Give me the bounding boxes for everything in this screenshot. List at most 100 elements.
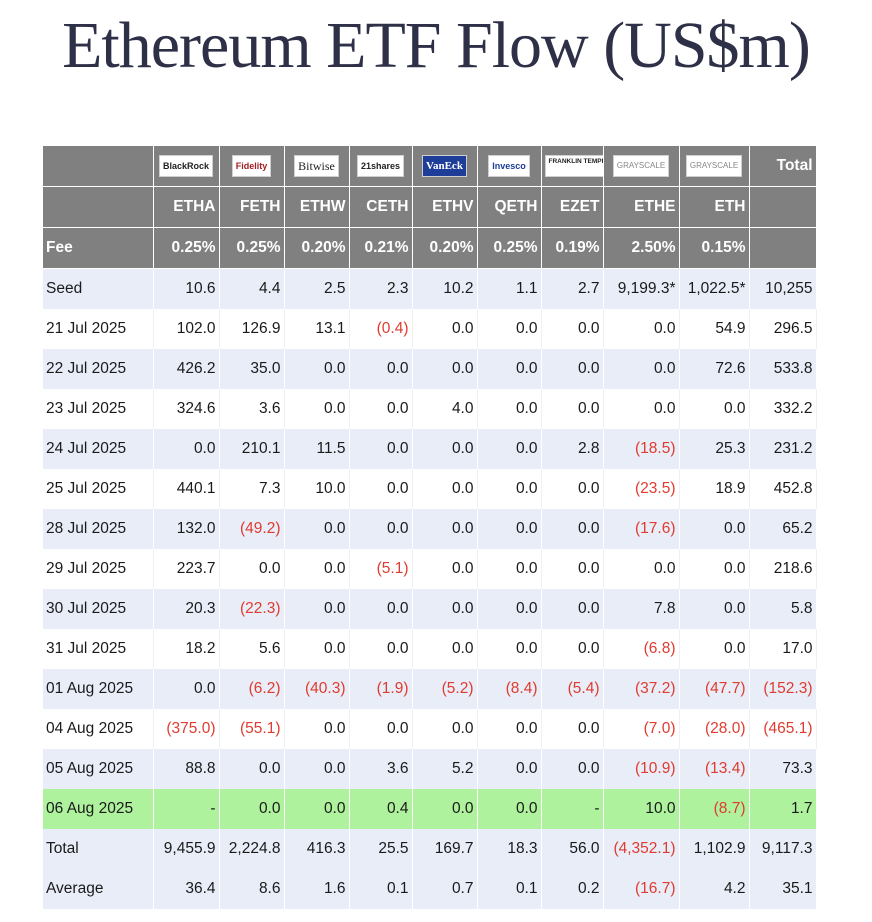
ticker-header: ETHV bbox=[412, 186, 478, 228]
flow-value-cell: 0.0 bbox=[477, 589, 542, 629]
flow-value-cell: 0.0 bbox=[219, 789, 285, 829]
flow-value-cell: 18.3 bbox=[477, 829, 542, 869]
issuer-logo-cell: GRAYSCALE bbox=[679, 146, 750, 187]
etf-flow-table: BlackRock Fidelity Bitwise 21shares VanEck In… bbox=[43, 146, 817, 909]
flow-value-cell: 0.0 bbox=[603, 389, 680, 429]
flow-value-cell: 126.9 bbox=[219, 309, 285, 349]
table-row: 06 Aug 2025-0.0 0.0 0.4 0.0 0.0-10.0 (8.7) 1.7 bbox=[43, 789, 817, 829]
empty-header-cell bbox=[749, 186, 817, 228]
issuer-logo-cell: FRANKLIN TEMPLETON bbox=[541, 146, 604, 187]
flow-value-cell: 0.0 bbox=[477, 629, 542, 669]
flow-value-cell: 0.1 bbox=[477, 869, 542, 909]
flow-value-cell: (465.1) bbox=[749, 709, 817, 749]
flow-value-cell: 2.7 bbox=[541, 268, 604, 309]
flow-value-cell: 9,117.3 bbox=[749, 829, 817, 869]
vaneck-logo: VanEck bbox=[422, 155, 467, 177]
row-label: 01 Aug 2025 bbox=[43, 669, 154, 709]
flow-value-cell: 0.0 bbox=[679, 589, 750, 629]
flow-value-cell: (5.4) bbox=[541, 669, 604, 709]
flow-value-cell: 0.0 bbox=[679, 629, 750, 669]
flow-value-cell: 10,255 bbox=[749, 268, 817, 309]
flow-value-cell: 0.0 bbox=[541, 309, 604, 349]
total-column-header: Total bbox=[749, 146, 817, 187]
flow-value-cell: 1,102.9 bbox=[679, 829, 750, 869]
table-row: 28 Jul 2025 132.0 (49.2) 0.0 0.0 0.0 0.0 0.0 (17… bbox=[43, 509, 817, 549]
flow-value-cell: 25.3 bbox=[679, 429, 750, 469]
flow-value-cell: 0.0 bbox=[541, 749, 604, 789]
flow-value-cell: 25.5 bbox=[349, 829, 413, 869]
flow-value-cell: 210.1 bbox=[219, 429, 285, 469]
flow-value-cell: 0.0 bbox=[349, 469, 413, 509]
flow-value-cell: 0.0 bbox=[541, 549, 604, 589]
flow-value-cell: 452.8 bbox=[749, 469, 817, 509]
flow-value-cell: 0.0 bbox=[284, 749, 350, 789]
grayscale-logo: GRAYSCALE bbox=[612, 155, 670, 177]
flow-value-cell: 0.0 bbox=[603, 549, 680, 589]
flow-value-cell: 4.4 bbox=[219, 268, 285, 309]
flow-value-cell: 18.9 bbox=[679, 469, 750, 509]
blackrock-logo: BlackRock bbox=[158, 155, 214, 177]
table-row: 04 Aug 2025 (375.0) (55.1) 0.0 0.0 0.0 0.0 0.0(… bbox=[43, 709, 817, 749]
flow-value-cell: 0.0 bbox=[284, 509, 350, 549]
flow-value-cell: 0.0 bbox=[412, 309, 478, 349]
flow-value-cell: 0.0 bbox=[477, 789, 542, 829]
flow-value-cell: (5.2) bbox=[412, 669, 478, 709]
flow-value-cell: 0.0 bbox=[477, 469, 542, 509]
flow-value-cell: 88.8 bbox=[153, 749, 220, 789]
flow-value-cell: 0.0 bbox=[349, 709, 413, 749]
flow-value-cell: (8.7) bbox=[679, 789, 750, 829]
flow-value-cell: 0.0 bbox=[679, 549, 750, 589]
flow-value-cell: 0.0 bbox=[284, 389, 350, 429]
flow-value-cell: 17.0 bbox=[749, 629, 817, 669]
flow-value-cell: (47.7) bbox=[679, 669, 750, 709]
row-label: 06 Aug 2025 bbox=[43, 789, 154, 829]
flow-value-cell: 0.0 bbox=[603, 309, 680, 349]
flow-value-cell: (10.9) bbox=[603, 749, 680, 789]
flow-value-cell: 4.0 bbox=[412, 389, 478, 429]
flow-value-cell: 0.0 bbox=[284, 349, 350, 389]
flow-value-cell: 35.0 bbox=[219, 349, 285, 389]
flow-value-cell: 0.0 bbox=[349, 629, 413, 669]
flow-value-cell: 5.2 bbox=[412, 749, 478, 789]
ticker-row: ETHA FETH ETHW CETH ETHV QETH EZET ETHE ETH bbox=[43, 186, 817, 228]
table-row: 29 Jul 2025 223.7 0.0 0.0 (5.1) 0.0 0.0 0.0 0.0 0… bbox=[43, 549, 817, 589]
flow-value-cell: 0.0 bbox=[284, 789, 350, 829]
table-row: Seed 10.6 4.4 2.5 2.3 10.2 1.1 2.7 9,199.3* 1,022… bbox=[43, 268, 817, 309]
flow-value-cell: 426.2 bbox=[153, 349, 220, 389]
flow-value-cell: (55.1) bbox=[219, 709, 285, 749]
flow-value-cell: 0.0 bbox=[412, 549, 478, 589]
table-row: Total 9,455.9 2,224.8 416.3 25.5 169.7 18.3 56.… bbox=[43, 829, 817, 869]
flow-value-cell: (28.0) bbox=[679, 709, 750, 749]
flow-value-cell: 223.7 bbox=[153, 549, 220, 589]
flow-value-cell: 35.1 bbox=[749, 869, 817, 909]
flow-value-cell: - bbox=[153, 789, 220, 829]
flow-value-cell: 332.2 bbox=[749, 389, 817, 429]
flow-value-cell: 324.6 bbox=[153, 389, 220, 429]
flow-value-cell: 0.0 bbox=[153, 429, 220, 469]
fee-value: 0.19% bbox=[541, 227, 604, 269]
table-row: 24 Jul 2025 0.0 210.1 11.5 0.0 0.0 0.0 2.8 (18.5… bbox=[43, 429, 817, 469]
issuer-logo-row: BlackRock Fidelity Bitwise 21shares VanEck In… bbox=[43, 146, 817, 187]
flow-value-cell: 3.6 bbox=[349, 749, 413, 789]
table-row: 31 Jul 2025 18.2 5.6 0.0 0.0 0.0 0.0 0.0 (6.8) 0.… bbox=[43, 629, 817, 669]
flow-value-cell: 296.5 bbox=[749, 309, 817, 349]
issuer-logo-cell: BlackRock bbox=[153, 146, 220, 187]
issuer-logo-cell: Bitwise bbox=[284, 146, 350, 187]
flow-value-cell: 0.0 bbox=[349, 389, 413, 429]
ticker-header: QETH bbox=[477, 186, 542, 228]
flow-value-cell: 10.2 bbox=[412, 268, 478, 309]
issuer-logo-cell: 21shares bbox=[349, 146, 413, 187]
flow-value-cell: 36.4 bbox=[153, 869, 220, 909]
flow-value-cell: (1.9) bbox=[349, 669, 413, 709]
flow-value-cell: (40.3) bbox=[284, 669, 350, 709]
flow-value-cell: 2.5 bbox=[284, 268, 350, 309]
flow-value-cell: 440.1 bbox=[153, 469, 220, 509]
flow-value-cell: 0.1 bbox=[349, 869, 413, 909]
ticker-header: CETH bbox=[349, 186, 413, 228]
flow-value-cell: 0.0 bbox=[477, 709, 542, 749]
row-label: 28 Jul 2025 bbox=[43, 509, 154, 549]
grayscale-logo: GRAYSCALE bbox=[685, 155, 743, 177]
flow-value-cell: 10.0 bbox=[284, 469, 350, 509]
flow-value-cell: 0.0 bbox=[603, 349, 680, 389]
row-label: 25 Jul 2025 bbox=[43, 469, 154, 509]
